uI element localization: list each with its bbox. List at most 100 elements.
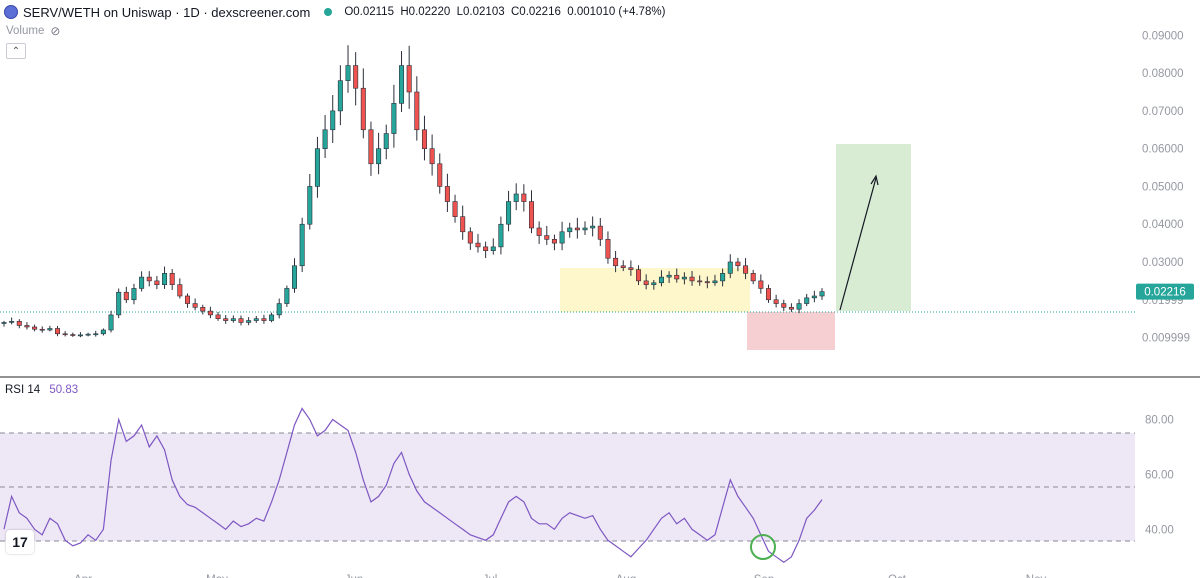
candle-down: [620, 265, 626, 268]
rsi-axis[interactable]: 80.00 60.00 40.00: [1145, 414, 1174, 536]
candle-up: [391, 103, 397, 134]
candle-up: [314, 148, 320, 187]
ohlc-readout: O0.02115 H0.02220 L0.02103 C0.02216 0.00…: [344, 6, 665, 18]
eye-hidden-icon[interactable]: ⊘: [50, 24, 61, 38]
candle-up: [498, 223, 504, 248]
live-status-dot-icon: [324, 8, 333, 16]
rsi-tick-label: 60.00: [1145, 469, 1174, 481]
candle-up: [93, 333, 99, 336]
candle-down: [123, 291, 129, 301]
candle-up: [681, 276, 687, 280]
candle-up: [77, 334, 83, 337]
rsi-period: 14: [27, 384, 41, 396]
volume-legend[interactable]: Volume ⊘: [6, 24, 60, 38]
candle-up: [330, 110, 336, 131]
candle-down: [475, 242, 481, 248]
candle-up: [253, 318, 259, 321]
rsi-value: 50.83: [49, 384, 79, 396]
chevron-up-icon: ⌃: [11, 45, 21, 57]
candle-down: [192, 303, 198, 308]
candle-up: [658, 276, 664, 284]
tradingview-logo-icon[interactable]: 17: [6, 530, 34, 554]
candle-down: [597, 225, 603, 240]
candle-down: [697, 280, 703, 283]
current-price-badge-text: 0.02216: [1144, 287, 1186, 299]
time-tick-label: Oct: [888, 574, 907, 578]
price-tick-label: 0.08000: [1142, 68, 1184, 80]
candle-up: [307, 186, 313, 225]
candle-up: [819, 291, 825, 297]
candle-down: [452, 201, 458, 217]
candle-up: [796, 303, 802, 310]
candle-down: [207, 310, 213, 316]
candle-down: [643, 280, 649, 285]
candle-down: [704, 281, 710, 284]
candle-up: [276, 303, 282, 316]
candle-down: [536, 227, 542, 236]
candle-down: [689, 276, 695, 282]
time-tick-label: Apr: [74, 574, 92, 578]
target-arrow: [839, 174, 879, 311]
price-tick-label: 0.09000: [1142, 30, 1184, 42]
token-logo-icon: [4, 5, 18, 19]
rsi-legend[interactable]: RSI 14 50.83: [5, 384, 78, 396]
candle-down: [368, 129, 374, 165]
price-axis[interactable]: 0.09000 0.08000 0.07000 0.06000 0.05000 0.040…: [1136, 30, 1194, 345]
rsi-tick-label: 40.00: [1145, 524, 1174, 536]
candle-down: [758, 280, 764, 289]
candle-down: [743, 265, 749, 274]
candle-up: [712, 280, 718, 284]
candle-down: [24, 325, 30, 328]
candle-up: [246, 320, 252, 323]
price-tick-label: 0.04000: [1142, 219, 1184, 231]
candle-down: [483, 246, 489, 251]
candle-down: [551, 239, 557, 244]
collapse-legend-button[interactable]: ⌃: [6, 43, 26, 59]
candle-up: [322, 129, 328, 149]
candle-down: [765, 288, 771, 301]
rsi-name: RSI: [5, 384, 25, 396]
chart-header: SERV/WETH on Uniswap · 1D · dexscreener.…: [4, 3, 665, 21]
candle-up: [513, 193, 519, 202]
current-price-badge: [1136, 283, 1194, 300]
price-tick-label: 0.06000: [1142, 144, 1184, 156]
candle-down: [39, 328, 45, 331]
time-tick-label: Sep: [754, 574, 774, 578]
candle-down: [674, 274, 680, 280]
candle-down: [636, 269, 642, 282]
candle-down: [184, 295, 190, 304]
close-value: C0.02216: [511, 6, 561, 18]
candle-down: [574, 227, 580, 231]
candle-down: [521, 193, 527, 202]
candle-down: [62, 333, 68, 336]
candle-up: [666, 274, 672, 278]
candle-down: [223, 318, 229, 321]
price-tick-label: 0.07000: [1142, 106, 1184, 118]
candle-down: [781, 303, 787, 308]
candle-up: [383, 133, 389, 149]
candle-up: [506, 201, 512, 225]
candle-down: [613, 257, 619, 267]
rsi-panel[interactable]: 80.00 60.00 40.00 Apr May Jun Jul Aug Sep Oct Nov: [0, 407, 1174, 578]
candle-up: [651, 282, 657, 285]
candle-up: [230, 318, 236, 321]
rsi-line: [3, 407, 823, 564]
candle-up: [85, 333, 91, 336]
time-tick-label: Nov: [1026, 574, 1047, 578]
candle-up: [590, 225, 596, 229]
candle-up: [559, 231, 565, 244]
candle-down: [788, 307, 794, 310]
price-panel[interactable]: 0.09000 0.08000 0.07000 0.06000 0.05000 0.040…: [0, 30, 1194, 350]
change-value: 0.001010 (+4.78%): [567, 6, 666, 18]
time-axis[interactable]: Apr May Jun Jul Aug Sep Oct Nov: [74, 574, 1046, 578]
high-value: H0.02220: [400, 6, 451, 18]
pair-title: SERV/WETH on Uniswap · 1D · dexscreener.…: [23, 4, 311, 20]
candle-down: [544, 235, 550, 240]
candle-up: [108, 314, 114, 331]
candle-up: [116, 291, 122, 316]
price-tick-label: 0.009999: [1142, 333, 1190, 345]
candle-up: [490, 246, 496, 251]
candle-up: [399, 65, 405, 104]
